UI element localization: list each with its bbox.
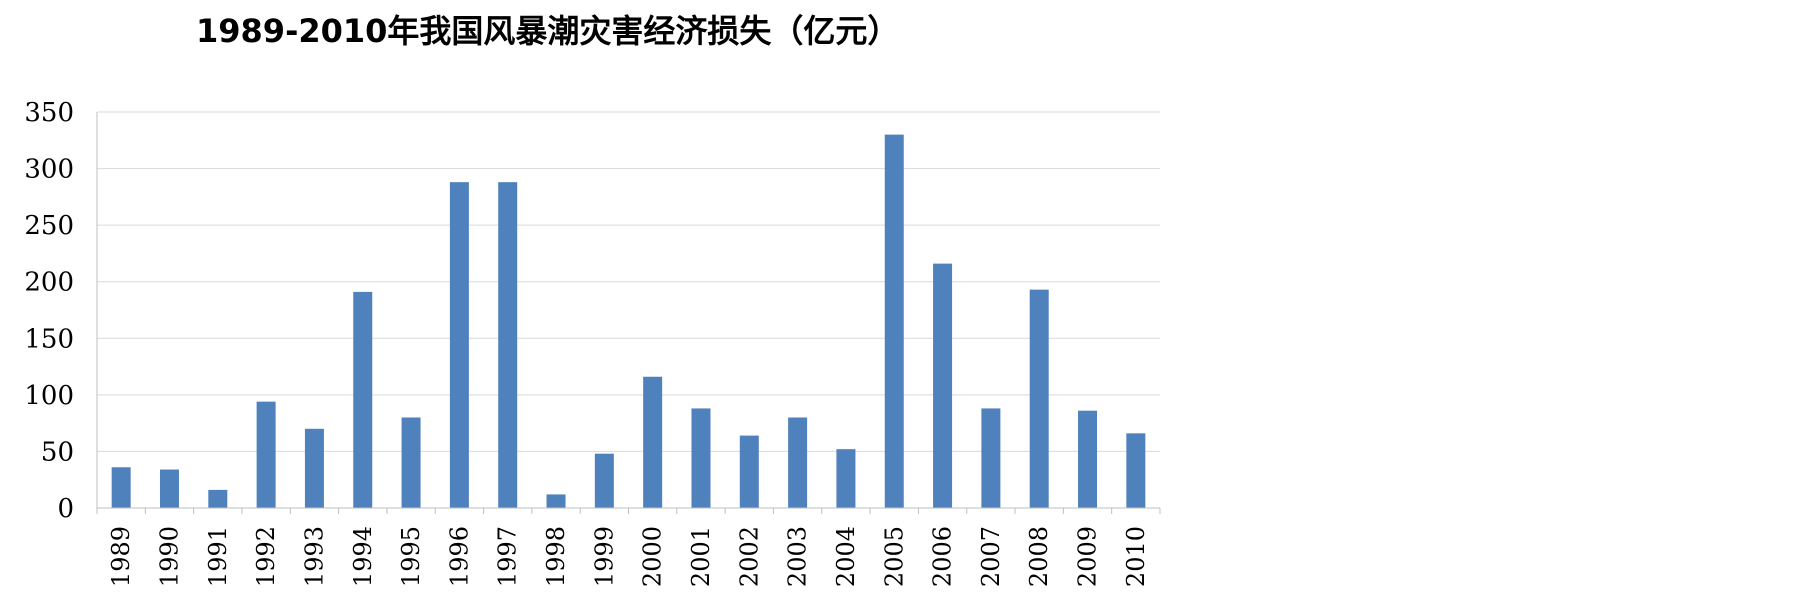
y-tick-label: 200 bbox=[24, 268, 74, 298]
bar bbox=[159, 469, 179, 508]
bar bbox=[643, 376, 663, 508]
x-tick-label: 2008 bbox=[1025, 526, 1053, 587]
x-tick-label: 1993 bbox=[300, 526, 328, 587]
x-tick-label: 1996 bbox=[445, 526, 473, 587]
x-tick-label: 1997 bbox=[494, 526, 522, 587]
bar bbox=[981, 408, 1001, 508]
x-tick-label: 2006 bbox=[929, 526, 957, 587]
bar bbox=[884, 134, 904, 508]
x-tick-label: 1995 bbox=[397, 526, 425, 587]
y-tick-label: 350 bbox=[24, 98, 74, 128]
bar bbox=[1029, 289, 1049, 508]
axes bbox=[96, 112, 1161, 514]
x-tick-label: 1991 bbox=[204, 526, 232, 587]
y-tick-label: 0 bbox=[57, 494, 74, 524]
bar bbox=[111, 467, 131, 508]
bar bbox=[788, 417, 808, 508]
x-tick-label: 2000 bbox=[639, 526, 667, 587]
bar bbox=[691, 408, 711, 508]
bars bbox=[111, 134, 1146, 509]
x-tick-label: 2003 bbox=[784, 526, 812, 587]
bar bbox=[933, 263, 953, 508]
y-tick-label: 100 bbox=[24, 381, 74, 411]
bar bbox=[304, 428, 324, 508]
bar bbox=[449, 182, 469, 509]
y-tick-label: 250 bbox=[24, 211, 74, 241]
x-tick-label: 2010 bbox=[1122, 526, 1150, 587]
bar bbox=[353, 291, 373, 508]
bar bbox=[1078, 410, 1098, 508]
bar bbox=[546, 494, 566, 508]
x-tick-label: 1994 bbox=[349, 526, 377, 587]
gridlines bbox=[97, 111, 1160, 452]
x-tick-label: 1989 bbox=[107, 526, 135, 587]
x-tick-labels: 1989 1990 1991 1992 1993 1994 1995 1996 1997 1998… bbox=[107, 526, 1150, 587]
bar bbox=[256, 401, 276, 508]
y-tick-label: 50 bbox=[41, 437, 74, 467]
bar bbox=[208, 489, 228, 508]
y-tick-label: 300 bbox=[24, 155, 74, 185]
bar bbox=[1126, 433, 1146, 508]
x-tick-label: 2002 bbox=[735, 526, 763, 587]
bar bbox=[836, 449, 856, 508]
bar bbox=[498, 182, 518, 509]
bar bbox=[739, 435, 759, 508]
x-tick-label: 1990 bbox=[155, 526, 183, 587]
y-tick-labels: 0 50 100 150 200 250 300 350 bbox=[24, 98, 74, 524]
bar bbox=[594, 453, 614, 508]
x-tick-label: 1998 bbox=[542, 526, 570, 587]
x-tick-label: 2007 bbox=[977, 526, 1005, 587]
x-tick-label: 2009 bbox=[1074, 526, 1102, 587]
x-tick-label: 1992 bbox=[252, 526, 280, 587]
y-tick-label: 150 bbox=[24, 324, 74, 354]
x-tick-label: 2005 bbox=[880, 526, 908, 587]
x-tick-label: 2004 bbox=[832, 526, 860, 587]
chart-title: 1989-2010年我国风暴潮灾害经济损失（亿元） bbox=[196, 12, 900, 50]
x-tick-label: 1999 bbox=[590, 526, 618, 587]
bar bbox=[401, 417, 421, 508]
x-tick-label: 2001 bbox=[687, 526, 715, 587]
